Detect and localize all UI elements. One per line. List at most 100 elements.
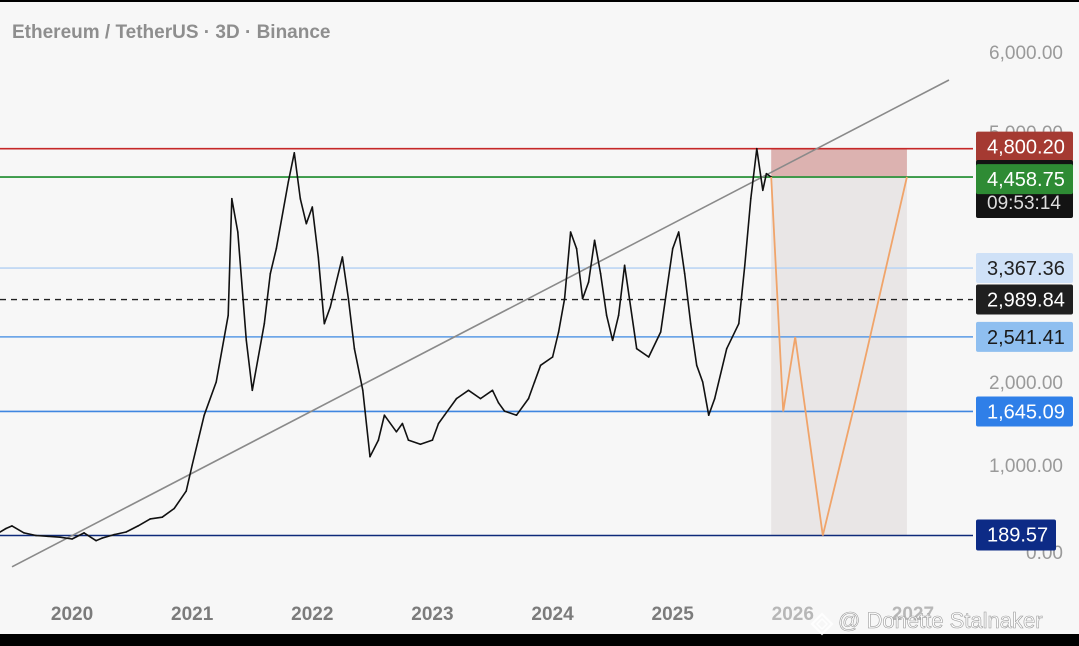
price-point — [23, 532, 25, 534]
x-tick-label: 2020 — [51, 604, 93, 625]
price-point — [269, 272, 272, 275]
price-point — [695, 364, 698, 367]
price-point — [237, 231, 239, 233]
x-axis: 2020 2021 2022 2023 2024 2025 2026 2027 — [51, 604, 934, 625]
price-point — [527, 397, 530, 400]
trendline[interactable] — [11, 79, 950, 568]
y-tick-label: 2,000.00 — [989, 373, 1063, 394]
price-point — [677, 231, 680, 233]
price-badge-7 — [976, 519, 1056, 551]
price-point — [437, 422, 440, 425]
price-point — [575, 247, 578, 250]
price-badge-4 — [976, 284, 1073, 315]
price-point — [605, 314, 608, 317]
price-point — [671, 247, 674, 250]
price-point — [311, 206, 314, 208]
price-badge-label: 189.57 — [987, 525, 1048, 547]
price-point — [401, 422, 404, 425]
x-tick-label: 2026 — [772, 604, 814, 625]
price-point — [491, 389, 494, 392]
price-point — [329, 306, 332, 308]
forecast-zone — [771, 148, 907, 536]
price-point — [467, 389, 470, 392]
price-levels — [0, 147, 973, 537]
y-tick-label: 1,000.00 — [989, 456, 1063, 477]
price-point — [683, 272, 686, 275]
price-point — [275, 247, 278, 250]
price-point — [173, 507, 175, 510]
price-point — [347, 297, 350, 300]
x-tick-label: 2027 — [892, 604, 934, 625]
price-point — [341, 256, 344, 258]
price-point — [737, 322, 740, 325]
price-series — [0, 147, 772, 542]
price-point — [191, 464, 193, 466]
price-badge-0 — [976, 131, 1073, 162]
price-point — [617, 314, 620, 317]
price-point — [95, 539, 97, 542]
countdown-label: 09:53:14 — [987, 193, 1061, 214]
price-point — [71, 538, 73, 540]
price-point — [623, 264, 626, 267]
price-point — [707, 414, 710, 417]
price-point — [263, 322, 266, 325]
price-point — [503, 410, 506, 412]
price-point — [581, 297, 584, 300]
price-badge-label: 3,367.36 — [987, 258, 1065, 280]
x-tick-label: 2025 — [652, 604, 695, 625]
trendline-segment[interactable] — [11, 79, 950, 568]
price-point — [635, 347, 638, 350]
price-point — [35, 534, 37, 537]
x-tick-label: 2023 — [411, 604, 453, 625]
price-point — [11, 525, 13, 527]
price-point — [215, 381, 218, 383]
price-point — [755, 147, 758, 150]
price-point — [689, 322, 692, 325]
price-point — [101, 537, 103, 539]
price-badge-label: 4,458.75 — [987, 169, 1065, 191]
price-point — [497, 401, 500, 404]
price-point — [149, 518, 151, 520]
price-point — [299, 197, 302, 200]
projection-line[interactable] — [770, 176, 908, 536]
price-point — [383, 414, 386, 417]
price-point — [113, 533, 115, 536]
price-point — [557, 331, 560, 333]
price-point — [765, 172, 768, 175]
price-point — [515, 414, 518, 417]
price-badge-3 — [976, 253, 1073, 284]
x-tick-label: 2021 — [171, 604, 214, 625]
projection-path[interactable] — [770, 176, 908, 536]
price-point — [5, 527, 7, 530]
price-point — [361, 389, 364, 392]
price-point — [455, 397, 458, 400]
price-point — [251, 389, 254, 392]
price-badge-label: 1,645.09 — [987, 401, 1065, 423]
price-point — [197, 439, 200, 441]
price-badge-2 — [976, 164, 1073, 195]
price-point — [83, 532, 85, 534]
price-point — [287, 181, 290, 183]
price-badge-label: 2,541.41 — [987, 327, 1065, 349]
price-point — [203, 414, 206, 417]
price-point — [185, 490, 187, 492]
zone-lower-band — [771, 176, 907, 536]
price-point — [551, 356, 554, 358]
x-tick-label: 2022 — [291, 604, 333, 625]
price-point — [569, 231, 572, 233]
price-point — [227, 314, 230, 317]
price-point — [335, 281, 338, 283]
price-point — [665, 289, 668, 292]
watermark-text: @ Donette Stalnaker — [838, 608, 1043, 633]
price-point — [479, 397, 482, 400]
price-point — [137, 525, 139, 527]
price-point — [701, 381, 704, 383]
price-point — [125, 531, 127, 533]
price-point — [743, 264, 746, 267]
price-point — [713, 397, 716, 400]
zone-upper-band — [771, 148, 907, 177]
price-point — [305, 222, 308, 225]
price-point — [231, 197, 233, 200]
price-point — [647, 356, 650, 358]
